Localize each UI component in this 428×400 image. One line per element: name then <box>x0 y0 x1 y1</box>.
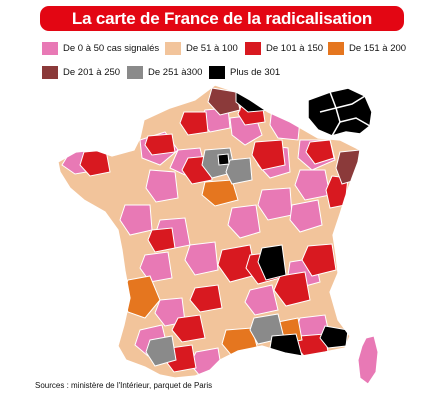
legend-swatch <box>127 65 143 79</box>
legend-item-101-150: De 101 à 150 <box>245 41 323 55</box>
legend-swatch <box>209 65 225 79</box>
legend-swatch <box>42 41 58 55</box>
paris-inset-border <box>335 95 366 109</box>
department <box>139 251 173 283</box>
department <box>273 271 311 307</box>
departments-101-150 <box>79 101 349 373</box>
department <box>289 199 323 233</box>
legend-label: Plus de 301 <box>230 66 281 78</box>
paris-inset-region <box>307 87 373 137</box>
map-title-text: La carte de France de la radicalisation <box>71 8 373 28</box>
legend-label: De 101 à 150 <box>266 42 324 54</box>
legend-swatch <box>328 41 344 55</box>
legend-item-301-plus: Plus de 301 <box>209 65 280 79</box>
department <box>305 139 335 165</box>
department <box>171 314 206 343</box>
departments-251-300 <box>145 147 285 367</box>
paris-inset-border <box>339 117 371 127</box>
mainland-outline <box>57 84 361 379</box>
legend-label: De 251 à300 <box>148 66 203 78</box>
legend-label: De 151 à 200 <box>349 42 407 54</box>
legend-label: De 0 à 50 cas signalés <box>63 42 160 54</box>
department <box>207 87 241 116</box>
department <box>147 227 176 253</box>
legend-label: De 51 à 100 <box>186 42 238 54</box>
corsica <box>357 335 379 385</box>
legend-item-0-50: De 0 à 50 cas signalés <box>42 41 159 55</box>
department <box>144 133 176 156</box>
legend-item-201-250: De 201 à 250 <box>42 65 120 79</box>
department <box>201 179 239 207</box>
department <box>244 284 279 316</box>
department <box>217 153 230 166</box>
department <box>294 169 331 201</box>
departments-201-250 <box>207 87 360 185</box>
department <box>227 204 261 239</box>
department <box>257 187 293 221</box>
department <box>189 284 223 313</box>
department <box>269 333 303 359</box>
legend-item-151-200: De 151 à 200 <box>328 41 406 55</box>
department <box>145 169 179 203</box>
department <box>225 157 253 185</box>
map-title: La carte de France de la radicalisation <box>40 6 404 31</box>
department <box>257 244 287 281</box>
legend-swatch <box>165 41 181 55</box>
department <box>184 241 219 276</box>
department <box>179 111 209 136</box>
department <box>251 139 286 171</box>
legend-item-51-100: De 51 à 100 <box>165 41 238 55</box>
source-note: Sources : ministère de l'Intérieur, parq… <box>35 381 213 390</box>
department <box>145 335 177 367</box>
paris-inset <box>307 87 373 137</box>
legend-label: De 201 à 250 <box>63 66 121 78</box>
legend-swatch <box>42 65 58 79</box>
department <box>319 325 349 349</box>
legend-swatch <box>245 41 261 55</box>
department <box>301 243 337 277</box>
department <box>217 244 257 283</box>
departments-layer <box>58 85 360 378</box>
legend-item-251-300: De 251 à300 <box>127 65 202 79</box>
department <box>119 204 153 236</box>
